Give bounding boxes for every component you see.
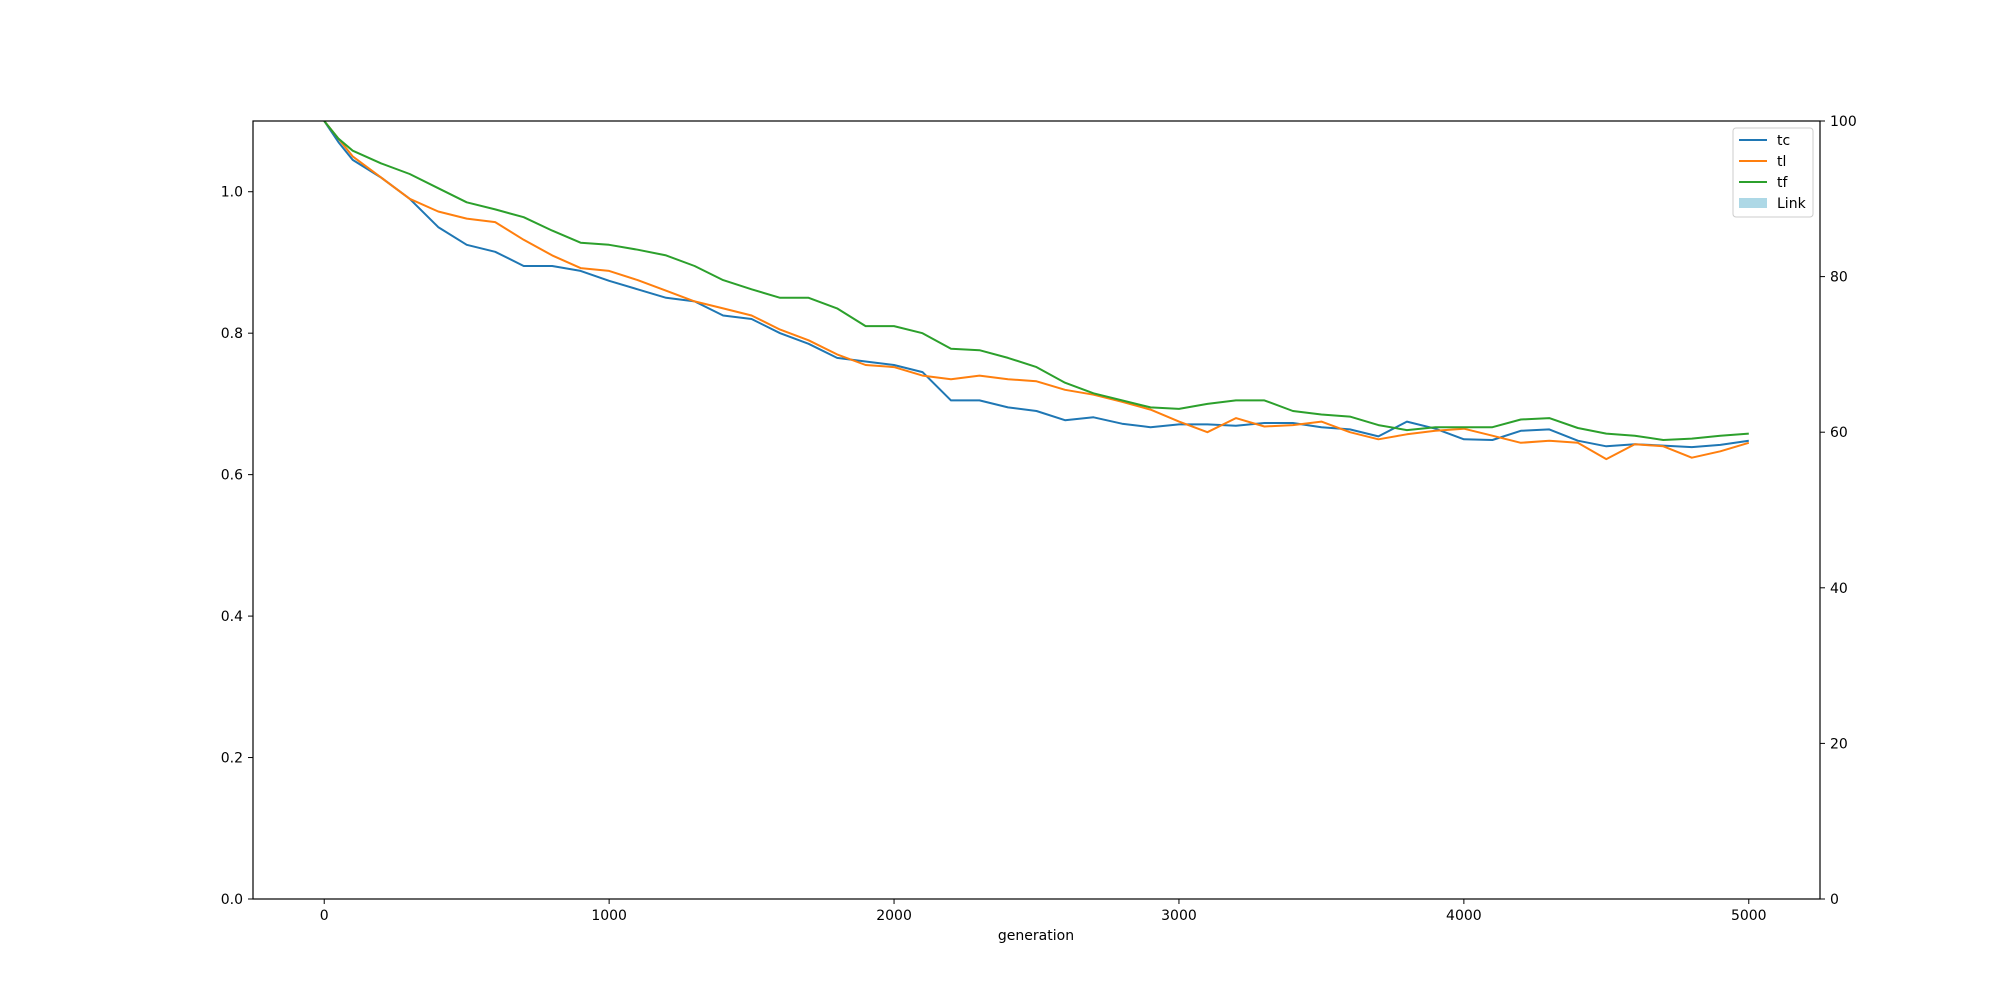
y-axis-right: 0 20 40 60 80 100	[1820, 114, 1857, 908]
x-axis: 0 1000 2000 3000 4000 5000	[320, 899, 1767, 924]
series-line-tf	[323, 121, 1749, 441]
legend: tc tl tf Link	[1732, 127, 1814, 218]
y-tick-label: 0.6	[221, 468, 243, 484]
y2-tick-label: 40	[1830, 581, 1848, 597]
y-tick-label: 0.0	[221, 892, 243, 908]
series-line-tl	[323, 121, 1750, 461]
y-axis-left: 0.0 0.2 0.4 0.6 0.8 1.0	[221, 185, 253, 908]
x-tick-label: 2000	[876, 908, 912, 924]
plot-frame	[252, 120, 1821, 900]
x-tick-label: 4000	[1446, 908, 1482, 924]
y-tick-label: 1.0	[221, 185, 243, 201]
x-tick-label: 3000	[1161, 908, 1197, 924]
y2-tick-label: 0	[1830, 892, 1839, 908]
legend-box	[1732, 127, 1814, 218]
y-tick-label: 0.2	[221, 751, 243, 767]
lines-layer	[323, 121, 1750, 461]
legend-swatch-link	[1739, 198, 1767, 208]
y2-tick-label: 80	[1830, 270, 1848, 286]
y2-tick-label: 20	[1830, 736, 1848, 752]
x-axis-title: generation	[998, 928, 1074, 944]
y-tick-label: 0.8	[221, 326, 243, 342]
legend-label-link: Link	[1777, 196, 1807, 212]
legend-label-tf: tf	[1777, 175, 1788, 191]
x-tick-label: 5000	[1731, 908, 1767, 924]
x-tick-label: 1000	[591, 908, 627, 924]
x-tick-label: 0	[320, 908, 329, 924]
y2-tick-label: 60	[1830, 425, 1848, 441]
y2-tick-label: 100	[1830, 114, 1857, 130]
y-tick-label: 0.4	[221, 609, 243, 625]
legend-label-tl: tl	[1777, 154, 1786, 170]
legend-label-tc: tc	[1777, 133, 1790, 149]
series-line-tc	[323, 121, 1749, 449]
